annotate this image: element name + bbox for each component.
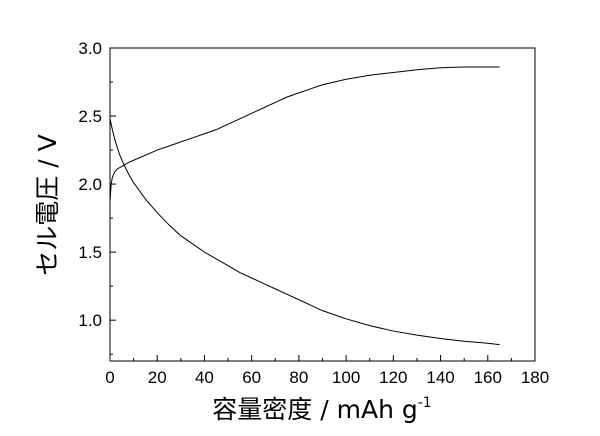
y-tick-label: 2.5 xyxy=(78,107,102,126)
axis-ticks xyxy=(109,47,536,361)
x-tick-label: 60 xyxy=(242,368,261,387)
x-tick-label: 180 xyxy=(521,368,549,387)
x-tick-label: 80 xyxy=(289,368,308,387)
y-tick-label: 2.0 xyxy=(78,175,102,194)
series-line-1 xyxy=(109,66,500,202)
y-tick-label: 1.0 xyxy=(78,311,102,330)
x-tick-label: 160 xyxy=(474,368,502,387)
series-line-2 xyxy=(109,118,500,346)
data-lines xyxy=(109,66,500,346)
x-tick-label: 100 xyxy=(332,368,360,387)
y-tick-label: 1.5 xyxy=(78,243,102,262)
x-tick-label: 0 xyxy=(105,368,114,387)
y-axis-title: セル電圧 / V xyxy=(33,134,62,275)
x-axis-title: 容量密度 / mAh g-1 xyxy=(212,395,431,424)
x-tick-label: 140 xyxy=(426,368,454,387)
x-tick-label: 120 xyxy=(379,368,407,387)
axis-tick-labels: 0 20 40 60 80 100 120 140 160 180 1.0 1.5 2.0 2.5 3.0 xyxy=(78,39,549,387)
plot-frame xyxy=(109,47,536,362)
x-tick-label: 40 xyxy=(195,368,214,387)
x-tick-label: 20 xyxy=(148,368,167,387)
y-tick-label: 3.0 xyxy=(78,39,102,58)
